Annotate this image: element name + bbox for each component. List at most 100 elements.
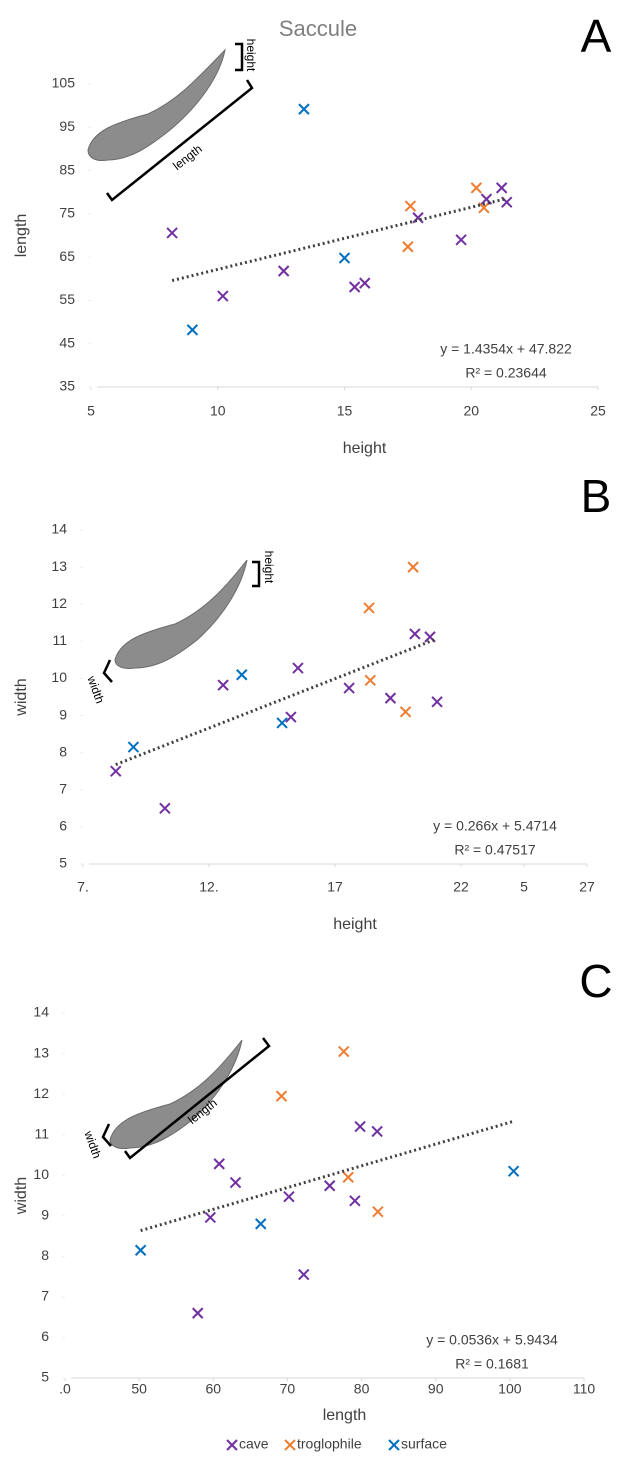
data-point	[342, 1171, 354, 1183]
x-axis-label: length	[323, 1407, 367, 1424]
data-point	[354, 1120, 366, 1133]
y-tick-label: 5	[59, 855, 67, 871]
y-tick-label: 10	[33, 1166, 49, 1182]
data-point	[348, 281, 361, 293]
data-point	[276, 717, 288, 729]
y-tick-label: 12	[33, 1085, 49, 1101]
data-point	[338, 252, 351, 264]
marker-stroke	[275, 1090, 288, 1102]
data-point	[298, 1268, 310, 1281]
data-point	[275, 1090, 288, 1102]
marker-stroke	[409, 628, 421, 640]
y-tick-label: 105	[52, 75, 76, 91]
marker-stroke	[134, 1244, 147, 1256]
saccule-illustration	[87, 42, 254, 202]
trendline-equation: y = 0.0536x + 5.9434	[426, 1332, 558, 1348]
marker-stroke	[343, 682, 355, 694]
data-point	[384, 692, 397, 704]
y-tick-label: 12	[51, 595, 67, 611]
trendline-r2: R² = 0.47517	[454, 842, 536, 858]
marker-stroke	[338, 252, 351, 264]
marker-stroke	[372, 1206, 384, 1218]
marker-stroke	[285, 711, 297, 723]
marker-stroke	[478, 202, 490, 214]
y-tick-label: 10	[51, 669, 67, 685]
marker-stroke	[229, 1176, 242, 1189]
marker-stroke	[277, 265, 290, 277]
marker-stroke	[348, 281, 361, 293]
legend-marker	[226, 1439, 238, 1451]
y-tick-label: 6	[41, 1328, 49, 1344]
data-point	[409, 628, 421, 640]
x-tick-label: 80	[354, 1381, 370, 1397]
marker-stroke	[455, 234, 467, 246]
x-tick-label: 15	[337, 403, 353, 419]
x-tick-label: 50	[131, 1381, 147, 1397]
y-tick-label: 7	[41, 1288, 49, 1304]
data-point	[338, 1045, 350, 1058]
x-tick-label: 10	[210, 403, 226, 419]
data-point	[204, 1211, 217, 1224]
marker-stroke	[470, 182, 483, 194]
marker-stroke	[363, 602, 375, 614]
x-tick-label: 22	[453, 879, 469, 895]
marker-stroke	[349, 1195, 361, 1207]
data-point	[192, 1307, 204, 1319]
annotation: width	[84, 673, 107, 705]
y-tick-label: 14	[51, 521, 67, 537]
x-tick-label: .0	[59, 1381, 71, 1397]
y-tick-label: 6	[59, 818, 67, 834]
y-tick-label: 13	[51, 558, 67, 574]
legend-label: cave	[239, 1436, 269, 1452]
data-point	[455, 234, 467, 246]
marker-stroke	[384, 692, 397, 704]
x-tick-label: 20	[463, 403, 479, 419]
data-point	[236, 669, 248, 681]
marker-stroke	[323, 1180, 336, 1192]
data-point	[283, 1191, 295, 1203]
data-point	[399, 706, 412, 718]
marker-stroke	[204, 1211, 217, 1224]
x-tick-label: 100	[498, 1381, 522, 1397]
data-point	[213, 1158, 225, 1170]
data-point	[127, 741, 140, 753]
y-axis-label: length	[13, 214, 30, 258]
marker-stroke	[424, 631, 436, 643]
y-tick-label: 35	[59, 378, 75, 394]
marker-stroke	[404, 200, 417, 212]
marker-stroke	[431, 696, 443, 708]
y-tick-label: 13	[33, 1044, 49, 1060]
data-point	[404, 200, 417, 212]
x-tick-label: 27	[579, 879, 595, 895]
x-tick-label: 12.	[199, 879, 218, 895]
marker-stroke	[399, 706, 412, 718]
y-tick-label: 95	[59, 118, 75, 134]
marker-stroke	[226, 1439, 238, 1451]
data-point	[110, 765, 122, 777]
marker-stroke	[276, 717, 288, 729]
marker-stroke	[236, 669, 248, 681]
marker-stroke	[186, 324, 199, 336]
marker-stroke	[407, 561, 419, 573]
y-axis-label: width	[13, 678, 30, 716]
x-axis-label: height	[343, 440, 387, 457]
y-tick-label: 75	[59, 205, 75, 221]
annotation: width	[81, 1128, 104, 1160]
data-point	[285, 711, 297, 723]
data-point	[363, 602, 375, 614]
x-tick-label: 90	[428, 1381, 444, 1397]
data-point	[255, 1218, 267, 1230]
marker-stroke	[284, 1439, 296, 1451]
y-tick-label: 11	[52, 632, 67, 648]
data-point	[217, 679, 229, 691]
marker-stroke	[412, 212, 424, 224]
data-point	[349, 1195, 361, 1207]
marker-stroke	[110, 765, 122, 777]
legend-label: troglophile	[297, 1436, 362, 1452]
marker-stroke	[292, 662, 304, 674]
marker-stroke	[338, 1045, 350, 1058]
marker-stroke	[166, 227, 178, 239]
marker-stroke	[283, 1191, 295, 1203]
data-point	[134, 1244, 147, 1256]
marker-stroke	[507, 1165, 520, 1177]
